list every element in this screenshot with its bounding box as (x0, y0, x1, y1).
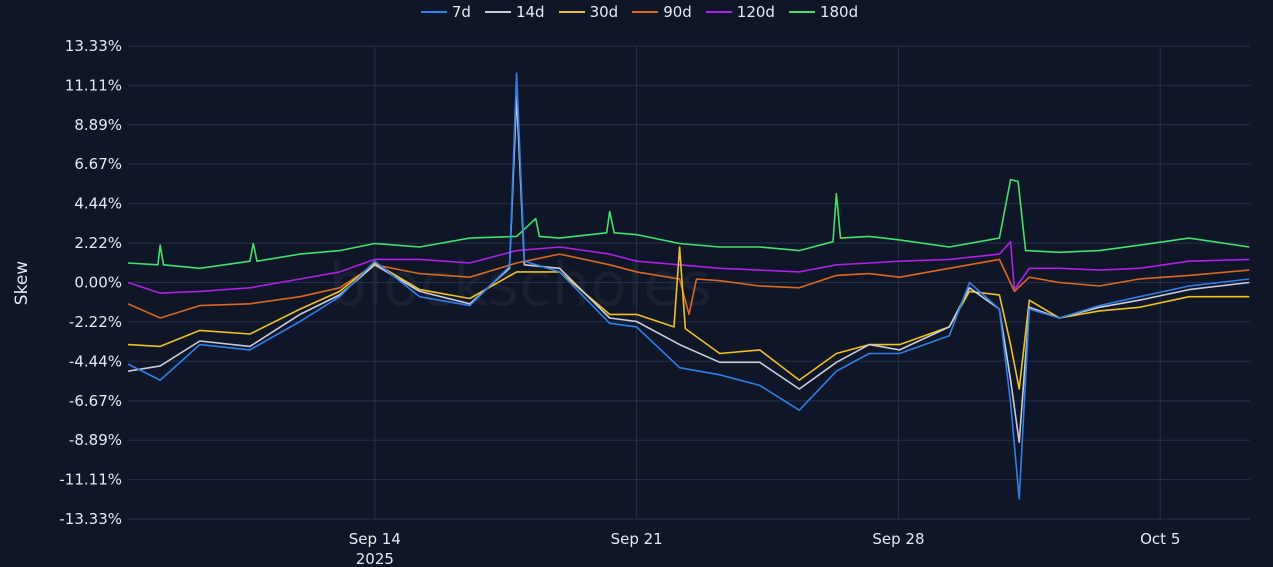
y-tick-label: 0.00% (74, 274, 122, 292)
watermark: blockscholes (328, 250, 711, 320)
legend: 7d 14d 30d 90d 120d 180d (0, 3, 1273, 21)
series-line-7d (127, 72, 1250, 500)
legend-label: 180d (819, 3, 859, 21)
legend-item-30d[interactable]: 30d (558, 3, 619, 21)
legend-swatch (788, 11, 815, 13)
x-tick-label: Sep 21 (611, 530, 663, 548)
series-line-90d (127, 253, 1250, 319)
legend-label: 14d (515, 3, 545, 21)
legend-item-7d[interactable]: 7d (420, 3, 471, 21)
series-line-120d (127, 240, 1250, 294)
y-tick-label: 2.22% (74, 234, 122, 252)
legend-swatch (420, 11, 447, 13)
legend-item-120d[interactable]: 120d (705, 3, 775, 21)
y-tick-label: 13.33% (65, 37, 122, 55)
y-tick-label: -6.67% (69, 392, 122, 410)
y-tick-label: -13.33% (59, 510, 122, 528)
y-tick-label: -11.11% (59, 471, 122, 489)
x-tick-label: Sep 28 (872, 530, 924, 548)
legend-item-14d[interactable]: 14d (484, 3, 545, 21)
y-tick-label: 6.67% (74, 155, 122, 173)
x-tick-label: Oct 5 (1140, 530, 1180, 548)
y-tick-label: 4.44% (74, 195, 122, 213)
series-line-180d (127, 178, 1250, 270)
legend-swatch (705, 11, 732, 13)
legend-swatch (484, 11, 511, 13)
legend-label: 30d (589, 3, 619, 21)
y-tick-label: -8.89% (69, 431, 122, 449)
series-line-30d (127, 246, 1250, 390)
y-tick-label: 11.11% (65, 76, 122, 94)
legend-item-180d[interactable]: 180d (788, 3, 859, 21)
legend-label: 120d (736, 3, 775, 21)
y-tick-label: -4.44% (69, 352, 122, 370)
legend-item-90d[interactable]: 90d (632, 3, 692, 21)
x-tick-year: 2025 (356, 550, 394, 567)
y-tick-label: -2.22% (69, 313, 122, 331)
legend-swatch (558, 11, 585, 13)
y-tick-label: 8.89% (74, 116, 122, 134)
x-tick-label: Sep 14 (349, 530, 401, 548)
legend-swatch (632, 11, 659, 13)
y-axis-label: Skew (12, 261, 32, 305)
legend-label: 90d (663, 3, 692, 21)
legend-label: 7d (451, 3, 471, 21)
